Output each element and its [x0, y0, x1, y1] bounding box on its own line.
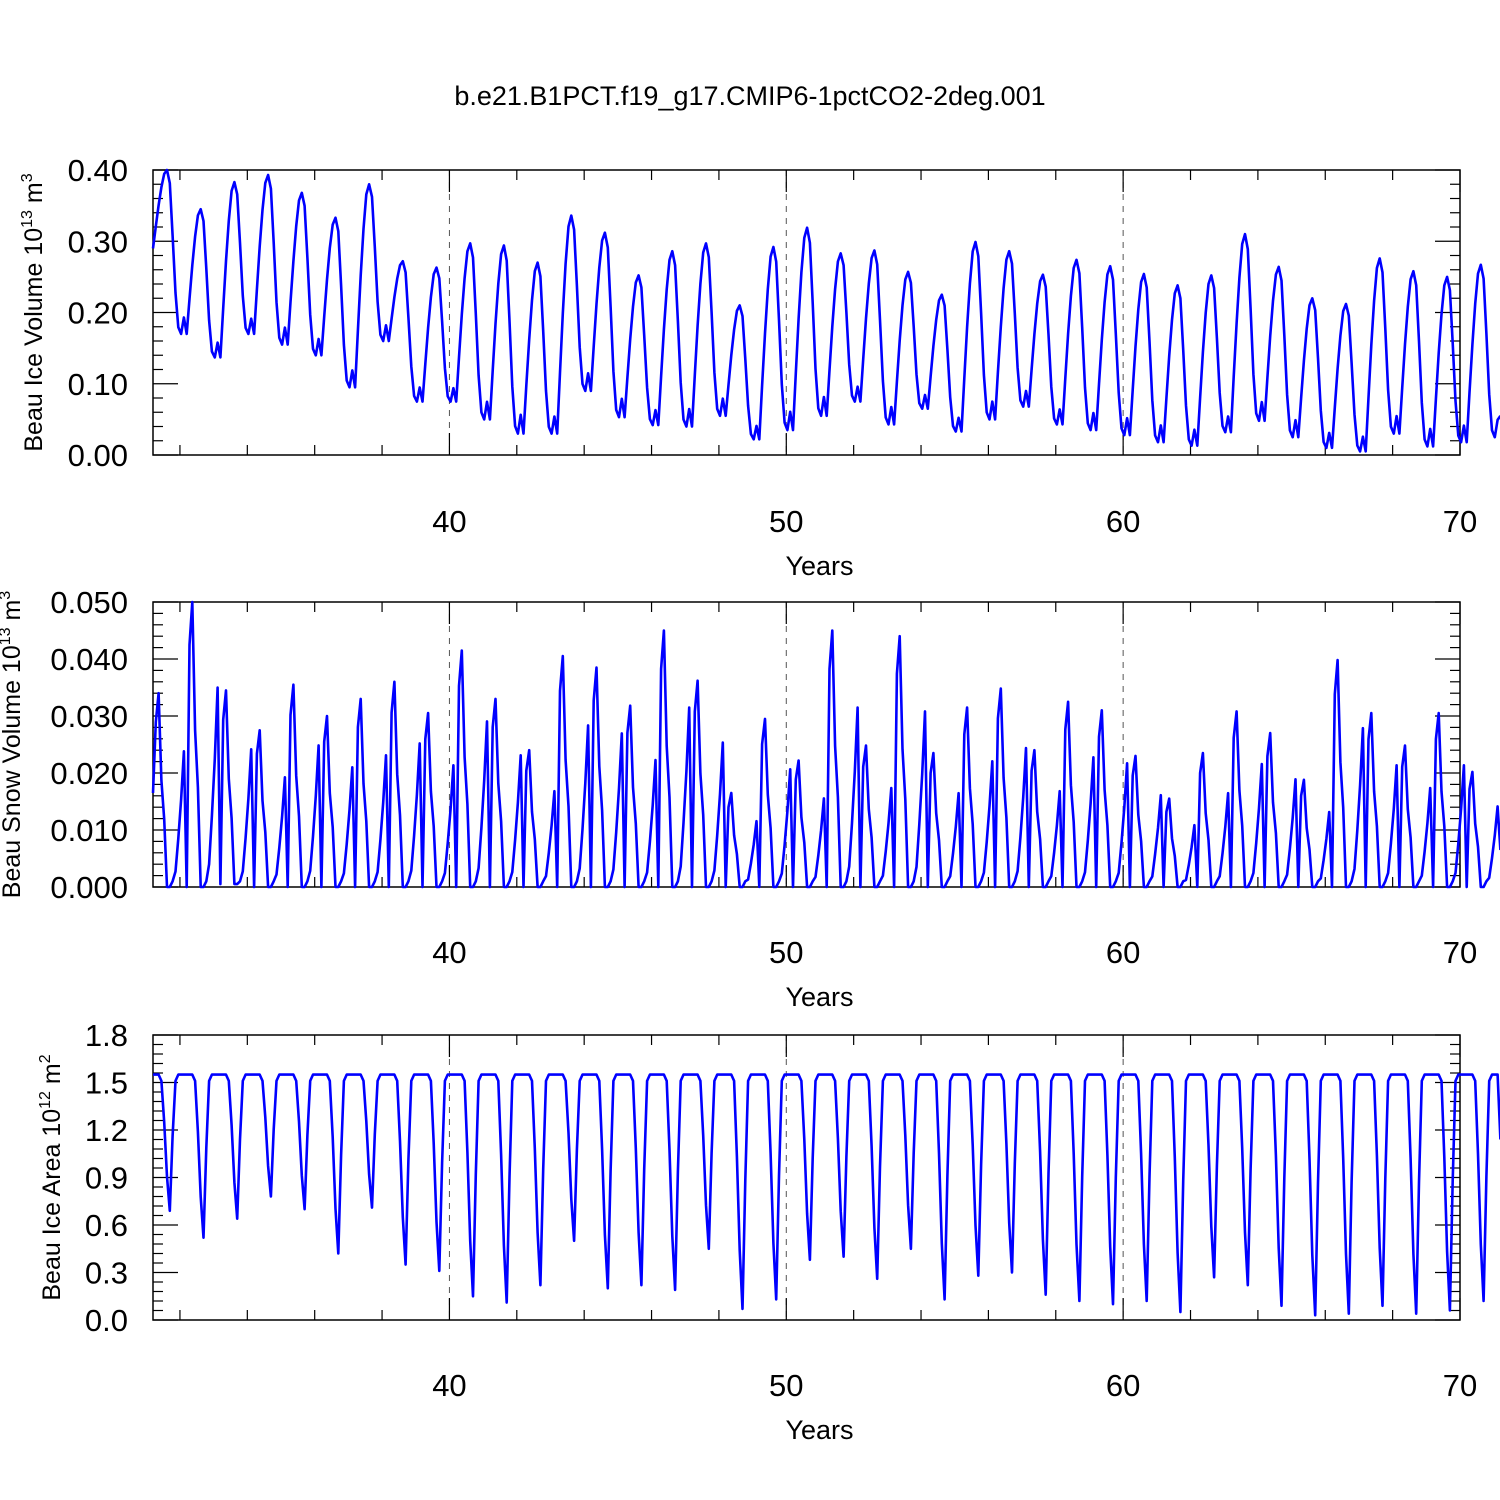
y-axis-label-unit-exponent: 2: [37, 1054, 54, 1063]
y-axis-label-exponent: 13: [0, 627, 14, 645]
y-tick-label: 0.020: [50, 756, 128, 791]
y-axis-label-main: Beau Ice Area 10: [38, 1109, 66, 1301]
y-tick-label: 0.6: [85, 1208, 128, 1243]
panels: 0.00 0.10 0.20 0.30 0.40 40 50 60 70 Years Beau Ic…: [0, 153, 1500, 1445]
y-tick-label: 0.010: [50, 813, 128, 848]
y-axis-label-exponent: 12: [37, 1091, 54, 1109]
x-tick-label: 60: [1106, 1368, 1140, 1403]
y-tick-label: 1.8: [85, 1018, 128, 1053]
panel-ice-area: 0.0 0.3 0.6 0.9 1.2 1.5 1.8 40 50 60 70 Years Beau I…: [37, 1018, 1500, 1445]
x-tick-label: 60: [1106, 504, 1140, 539]
y-axis-label: Beau Ice Volume 1013 m3: [19, 173, 48, 451]
y-tick-label: 0.050: [50, 585, 128, 620]
panel-ice-volume: 0.00 0.10 0.20 0.30 0.40 40 50 60 70 Years Beau Ic…: [19, 153, 1500, 581]
series-line: [153, 1073, 1500, 1317]
y-tick-label: 0.000: [50, 870, 128, 905]
y-tick-label: 0.3: [85, 1256, 128, 1291]
y-tick-label: 0.0: [85, 1303, 128, 1338]
y-axis-label-unit-exponent: 3: [0, 591, 14, 600]
y-axis-label-unit: m: [38, 1063, 66, 1091]
y-axis-label: Beau Snow Volume 1013 m3: [0, 591, 26, 899]
x-tick-label: 50: [769, 935, 803, 970]
y-tick-label: 0.10: [68, 367, 128, 402]
x-tick-label: 40: [432, 1368, 466, 1403]
y-axis-label-unit-exponent: 3: [19, 173, 36, 182]
x-tick-label: 40: [432, 504, 466, 539]
series-line: [151, 168, 1500, 453]
x-tick-label: 70: [1443, 1368, 1477, 1403]
x-tick-label: 70: [1443, 935, 1477, 970]
y-tick-label: 0.040: [50, 642, 128, 677]
y-axis-label: Beau Ice Area 1012 m2: [37, 1054, 66, 1300]
x-tick-label: 40: [432, 935, 466, 970]
y-tick-label: 0.20: [68, 296, 128, 331]
y-axis-label-unit: m: [0, 600, 26, 628]
x-tick-label: 70: [1443, 504, 1477, 539]
y-tick-label: 0.40: [68, 153, 128, 188]
series-line: [151, 600, 1500, 889]
y-tick-label: 0.00: [68, 438, 128, 473]
y-tick-label: 0.030: [50, 699, 128, 734]
x-axis-label: Years: [785, 551, 853, 581]
y-axis-label-main: Beau Snow Volume 10: [0, 645, 26, 898]
y-tick-label: 1.5: [85, 1066, 128, 1101]
y-tick-label: 1.2: [85, 1113, 128, 1148]
x-axis-label: Years: [785, 982, 853, 1012]
x-axis-label: Years: [785, 1415, 853, 1445]
y-axis-label-main: Beau Ice Volume 10: [20, 228, 48, 452]
figure-title: b.e21.B1PCT.f19_g17.CMIP6-1pctCO2-2deg.0…: [454, 81, 1045, 111]
y-axis-label-exponent: 13: [19, 210, 36, 228]
x-tick-label: 60: [1106, 935, 1140, 970]
panel-snow-volume: 0.000 0.010 0.020 0.030 0.040 0.050 40 50 60 70 Ye…: [0, 585, 1500, 1012]
y-tick-label: 0.30: [68, 224, 128, 259]
x-tick-label: 50: [769, 1368, 803, 1403]
x-tick-label: 50: [769, 504, 803, 539]
y-tick-label: 0.9: [85, 1161, 128, 1196]
y-axis-label-unit: m: [20, 182, 48, 210]
